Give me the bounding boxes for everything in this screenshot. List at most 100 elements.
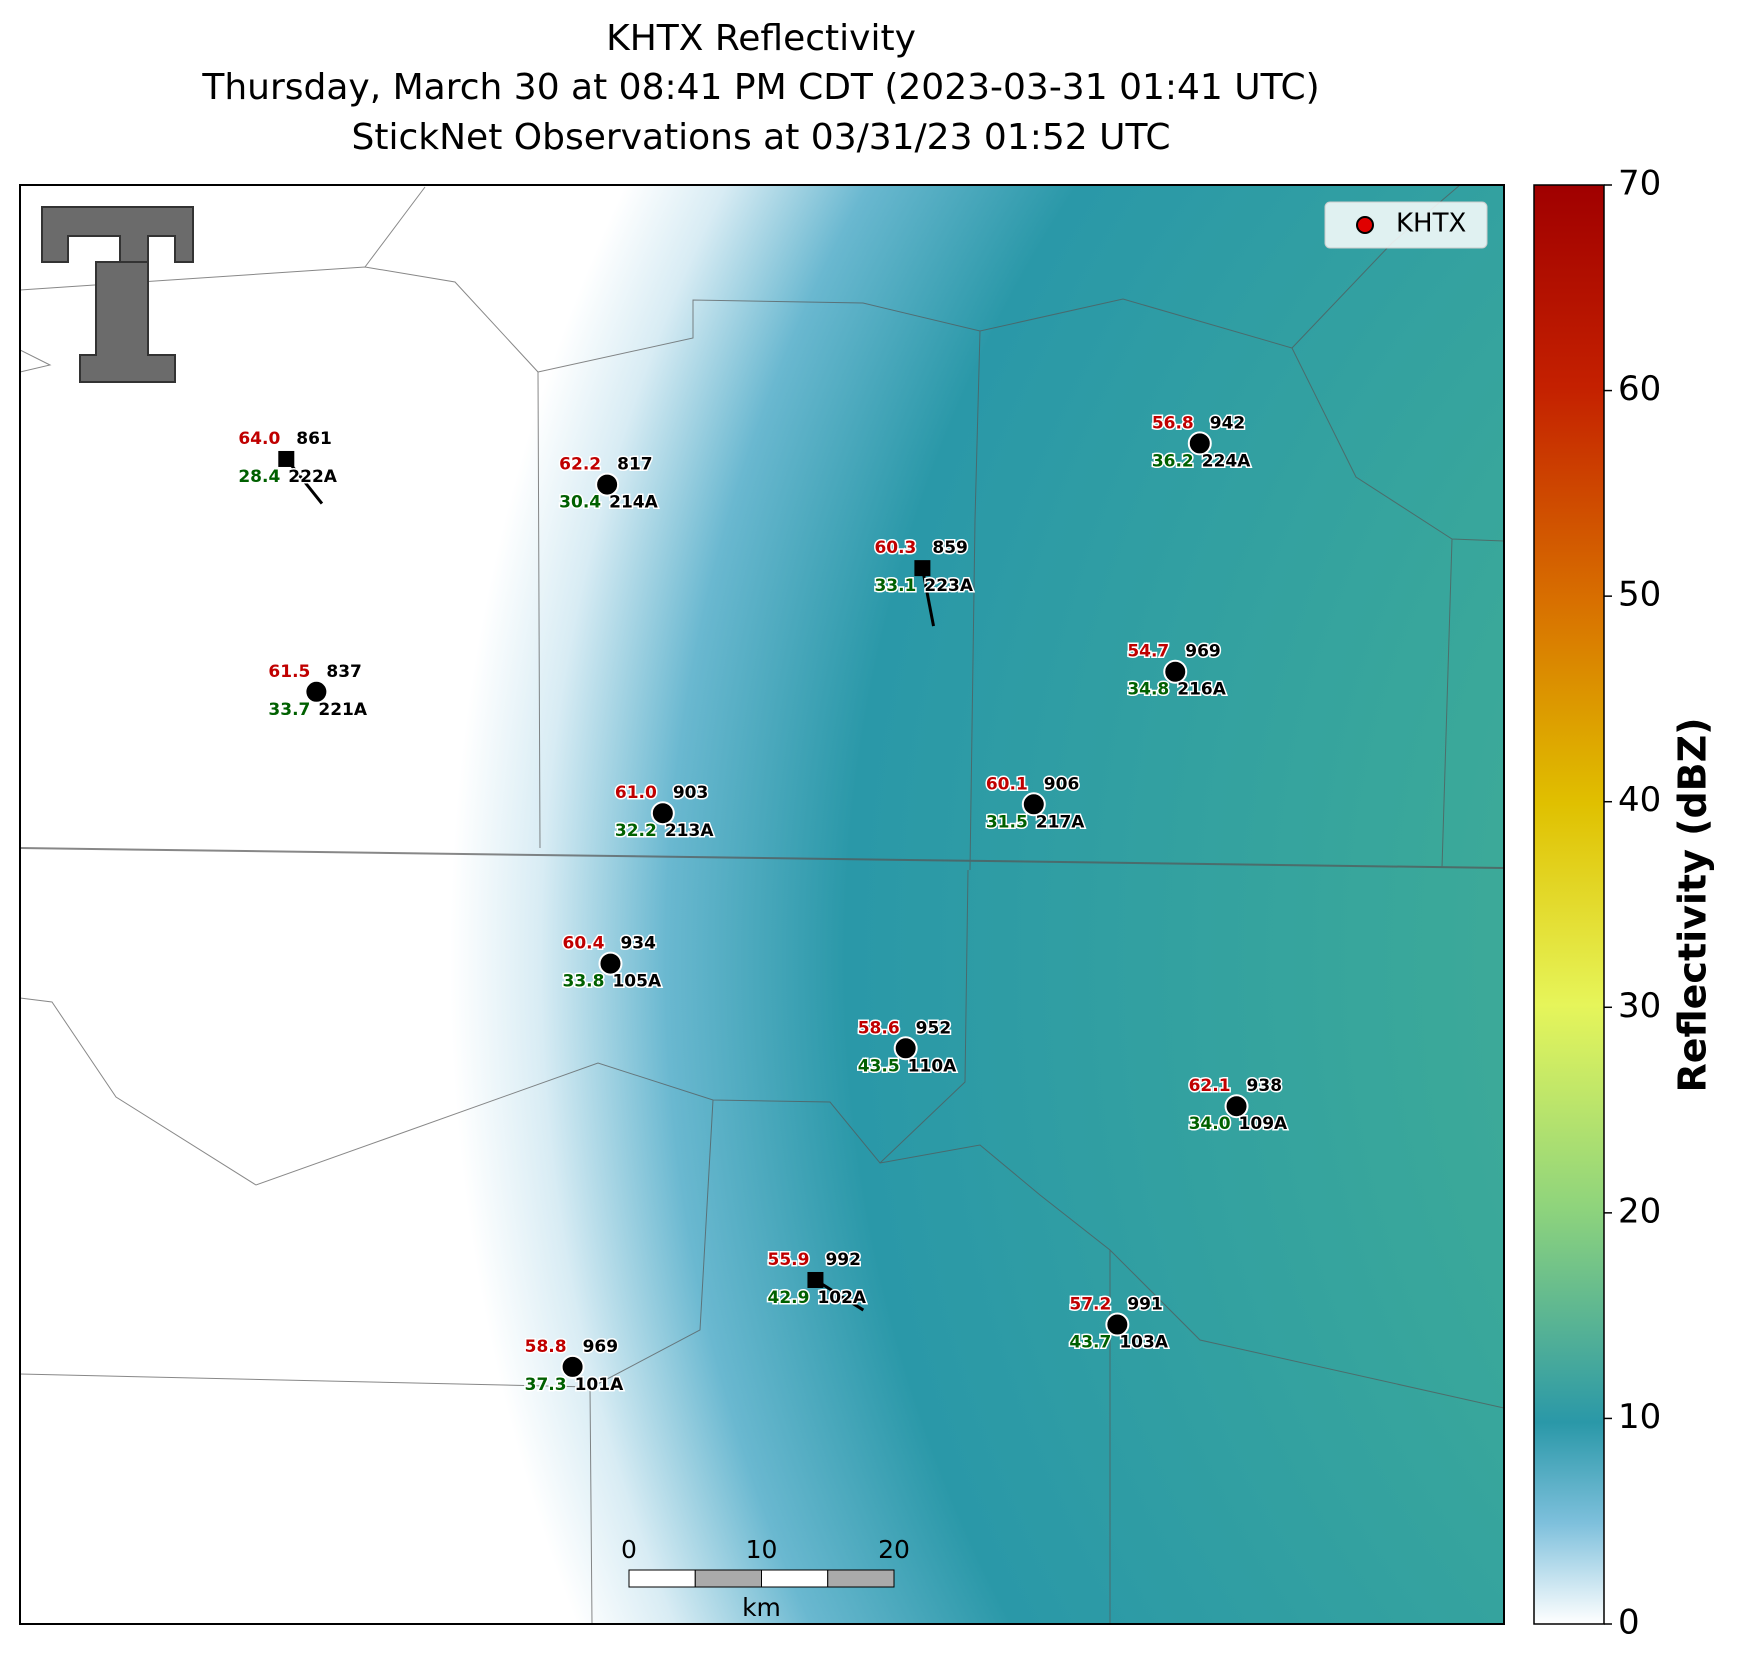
station-marker <box>1105 1312 1130 1337</box>
temperature: 57.2 <box>1069 1295 1111 1315</box>
title-line: KHTX Reflectivity <box>606 18 916 59</box>
wind-barb <box>920 567 936 627</box>
station-marker <box>650 801 675 826</box>
scale-segment <box>628 1569 696 1588</box>
station-marker <box>893 1036 918 1061</box>
station-id: 101A <box>575 1375 624 1395</box>
station-marker <box>278 450 295 467</box>
station-id: 103A <box>1119 1333 1168 1353</box>
dewpoint: 28.4 <box>238 467 280 487</box>
map-frame <box>19 184 1505 1625</box>
colorbar-tick-label: 30 <box>1618 986 1661 1026</box>
boundaries <box>20 185 1504 1624</box>
dewpoint: 33.7 <box>268 700 310 720</box>
colorbar-tick-label: 10 <box>1618 1397 1661 1437</box>
pressure: 859 <box>932 538 968 558</box>
colorbar-tick-label: 60 <box>1618 369 1661 409</box>
scale-segment <box>694 1569 762 1588</box>
temperature: 55.9 <box>767 1250 809 1270</box>
station-marker <box>595 472 620 497</box>
legend-marker <box>1356 216 1374 234</box>
legend: KHTX <box>1324 201 1488 249</box>
scale-tick-label: 10 <box>746 1535 778 1564</box>
dewpoint: 43.7 <box>1069 1333 1111 1353</box>
temperature: 54.7 <box>1127 642 1169 662</box>
pressure: 934 <box>620 934 656 954</box>
colorbar: Reflectivity (dBZ) 0 10 20 30 40 50 60 70 <box>1533 164 1715 1643</box>
dewpoint: 34.0 <box>1189 1114 1231 1134</box>
colorbar-tick-label: 50 <box>1618 575 1661 615</box>
colorbar-tick-label: 70 <box>1618 164 1661 204</box>
scale-tick-label: 0 <box>621 1535 637 1564</box>
scale-bar: 0 10 20 km <box>621 1535 910 1622</box>
station-id: 221A <box>318 700 367 720</box>
pressure: 952 <box>916 1018 952 1038</box>
station-marker <box>914 560 931 577</box>
temperature: 58.8 <box>525 1337 567 1357</box>
station-marker <box>1224 1094 1249 1119</box>
university-logo <box>41 206 194 383</box>
pressure: 969 <box>1185 642 1221 662</box>
title-line: Thursday, March 30 at 08:41 PM CDT (2023… <box>201 67 1319 108</box>
temperature: 61.0 <box>615 783 657 803</box>
station-marker <box>1021 792 1046 817</box>
temperature: 56.8 <box>1152 413 1194 433</box>
pressure: 837 <box>326 662 362 682</box>
dewpoint: 37.3 <box>525 1375 567 1395</box>
station-id: 110A <box>908 1056 957 1076</box>
pressure: 992 <box>825 1250 861 1270</box>
station-id: 214A <box>609 493 658 513</box>
title-line: StickNet Observations at 03/31/23 01:52 … <box>352 117 1171 158</box>
pressure: 942 <box>1210 413 1246 433</box>
colorbar-tick-label: 40 <box>1618 780 1661 820</box>
station-marker <box>560 1354 585 1379</box>
temperature: 64.0 <box>238 429 280 449</box>
temperature: 60.3 <box>874 538 916 558</box>
pressure: 969 <box>583 1337 619 1357</box>
dewpoint: 34.8 <box>1127 680 1169 700</box>
temperature: 62.1 <box>1189 1076 1231 1096</box>
station-id: 213A <box>665 821 714 841</box>
pressure: 903 <box>673 783 709 803</box>
pressure: 861 <box>296 429 332 449</box>
colorbar-tick-label: 0 <box>1618 1603 1640 1643</box>
station-marker <box>1163 659 1188 684</box>
legend-box <box>1324 201 1488 249</box>
station-marker <box>304 679 329 704</box>
temperature: 58.6 <box>858 1018 900 1038</box>
dewpoint: 36.2 <box>1152 451 1194 471</box>
dewpoint: 33.8 <box>563 972 605 992</box>
temperature: 60.4 <box>563 934 605 954</box>
station-id: 105A <box>612 972 661 992</box>
dewpoint: 32.2 <box>615 821 657 841</box>
colorbar-label: Reflectivity (dBZ) <box>1671 717 1715 1092</box>
dewpoint: 31.5 <box>986 812 1028 832</box>
dewpoint: 30.4 <box>559 493 601 513</box>
temperature: 61.5 <box>268 662 310 682</box>
scale-segment <box>761 1569 829 1588</box>
colorbar-tick-label: 20 <box>1618 1191 1661 1231</box>
pressure: 938 <box>1247 1076 1283 1096</box>
dewpoint: 33.1 <box>874 576 916 596</box>
station-id: 222A <box>288 467 337 487</box>
station-id: 223A <box>924 576 973 596</box>
station-id: 217A <box>1036 812 1085 832</box>
reflectivity-field <box>20 185 1504 1624</box>
dewpoint: 42.9 <box>767 1288 809 1308</box>
station-id: 109A <box>1239 1114 1288 1134</box>
dewpoint: 43.5 <box>858 1056 900 1076</box>
scale-unit: km <box>742 1593 781 1622</box>
legend-label: KHTX <box>1396 209 1466 239</box>
station-id: 224A <box>1202 451 1251 471</box>
station-marker <box>598 951 623 976</box>
station-id: 102A <box>817 1288 866 1308</box>
stations: 64.0 861 28.4 222A 62.2 817 30.4 214A 60.3 859 33.… <box>237 412 1290 1397</box>
temperature: 60.1 <box>986 774 1028 794</box>
station-marker <box>807 1271 824 1288</box>
pressure: 817 <box>617 455 653 475</box>
station-id: 216A <box>1177 680 1226 700</box>
temperature: 62.2 <box>559 455 601 475</box>
colorbar-gradient <box>1533 184 1605 1625</box>
pressure: 906 <box>1044 774 1080 794</box>
